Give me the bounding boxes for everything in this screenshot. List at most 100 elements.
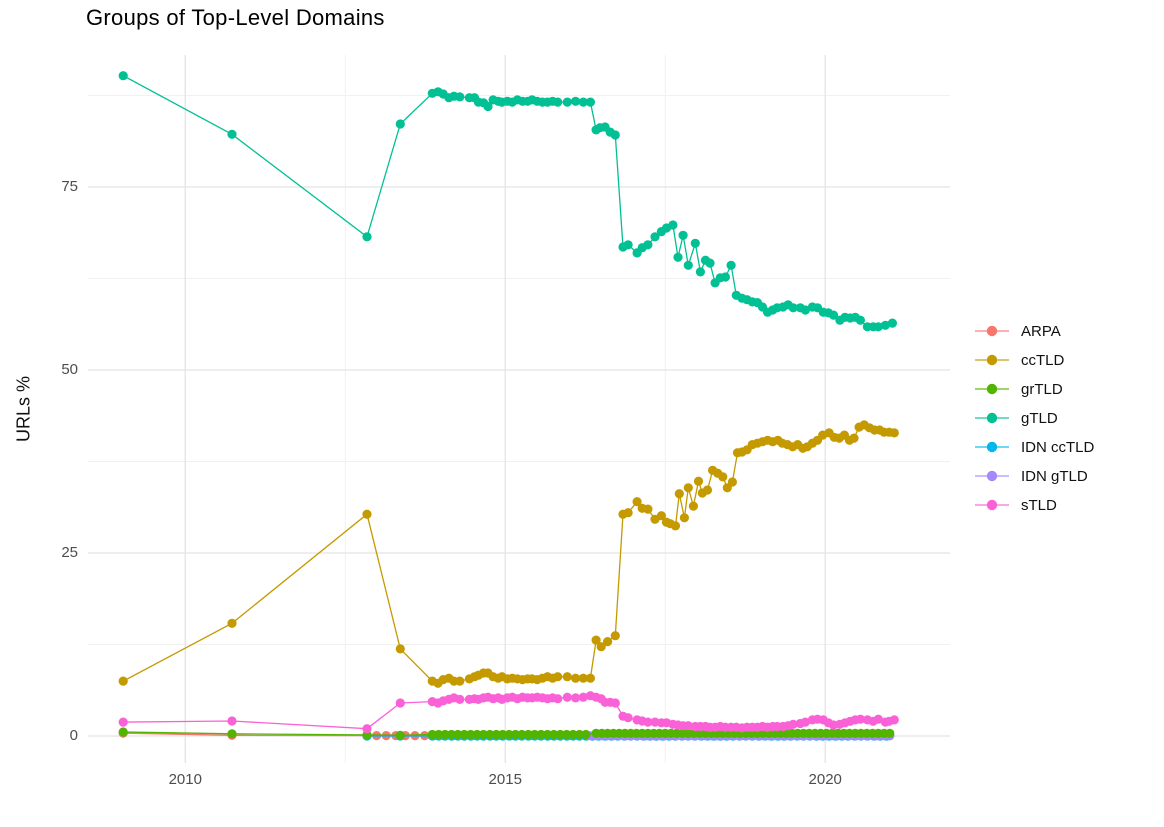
data-point-cctld [553,672,563,682]
legend-key-icon [975,470,1009,482]
data-point-gtld [643,240,653,250]
legend: ARPA ccTLD grTLD gTLD IDN ccTLD IDN gTLD sTLD [974,320,1094,516]
y-tick-label: 0 [69,726,78,744]
data-point-grtld [555,729,565,740]
legend-label: IDN gTLD [1021,467,1088,485]
data-point-stld [571,693,581,703]
data-point-gtld [562,97,572,107]
data-point-cctld [688,501,699,511]
y-tick-label: 75 [61,177,78,195]
data-point-cctld [362,509,372,519]
legend-key-icon [975,412,1009,424]
y-tick-label: 25 [61,543,78,561]
data-point-grtld [568,729,578,740]
data-point-cctld [674,489,684,499]
data-point-stld [800,717,811,727]
data-point-gtld [678,230,688,240]
data-point-grtld [427,729,437,740]
data-point-gtld [553,97,563,107]
data-point-cctld [702,485,713,495]
data-point-cctld [727,477,738,487]
data-point-stld [623,713,633,723]
data-point-cctld [889,428,899,438]
legend-item-idn-gtld: IDN gTLD [974,465,1094,487]
legend-key-icon [975,383,1009,395]
data-point-cctld [693,476,704,486]
data-point-grtld [478,729,489,740]
data-point-stld [610,698,620,708]
legend-item-grtld: grTLD [974,378,1094,400]
data-point-grtld [549,729,559,740]
legend-item-idn-cctld: IDN ccTLD [974,436,1094,458]
data-point-cctld [603,637,613,647]
data-point-gtld [880,320,891,330]
data-point-stld [683,721,693,731]
data-point-grtld [536,729,546,740]
legend-key-icon [975,354,1009,366]
data-point-gtld [455,92,465,102]
data-point-stld [788,719,798,729]
data-point-grtld [498,729,508,740]
data-point-cctld [571,673,581,683]
legend-label: gTLD [1021,409,1058,427]
data-point-grtld [472,729,482,740]
data-point-cctld [578,673,588,683]
data-point-cctld [585,673,596,683]
data-point-gtld [395,119,405,129]
series-line-gtld [122,75,893,328]
data-point-gtld [887,318,898,328]
data-point-grtld [395,730,405,740]
data-point-stld [855,714,866,724]
data-point-stld [362,724,372,734]
data-point-grtld [504,729,514,740]
data-point-stld [889,715,899,725]
data-point-cctld [623,508,633,518]
data-point-gtld [650,232,660,242]
data-point-gtld [578,97,588,107]
data-point-cctld [562,672,572,682]
data-point-grtld [517,729,527,740]
data-point-grtld [530,729,540,740]
legend-key-icon [975,325,1009,337]
data-point-cctld [656,511,667,521]
data-point-grtld [491,729,501,740]
data-point-gtld [720,272,731,282]
data-point-cctld [395,644,405,654]
data-point-grtld [466,729,476,740]
data-point-gtld [695,267,706,277]
data-point-cctld [455,676,465,686]
legend-item-gtld: gTLD [974,407,1094,429]
data-point-gtld [483,101,493,112]
data-point-stld [873,714,883,724]
data-point-cctld [849,433,859,443]
data-point-grtld [885,728,895,739]
data-point-gtld [690,238,700,248]
data-point-cctld [591,635,601,645]
data-point-stld [553,694,563,704]
data-point-stld [643,717,653,727]
data-point-grtld [118,727,128,737]
data-point-gtld [873,322,883,332]
chart-title: Groups of Top-Level Domains [86,5,385,30]
y-axis-title: URLs % [13,375,34,443]
legend-item-arpa: ARPA [974,320,1094,342]
data-point-grtld [485,729,495,740]
data-point-gtld [668,220,678,230]
data-point-grtld [446,729,457,740]
data-point-cctld [632,497,642,507]
data-point-gtld [585,97,596,107]
data-point-stld [118,717,128,727]
data-point-cctld [683,483,693,493]
data-point-gtld [362,232,372,242]
data-point-grtld [434,729,444,740]
data-point-stld [578,692,588,702]
data-point-cctld [679,513,690,523]
data-point-gtld [571,96,581,106]
data-point-cctld [643,504,653,514]
data-point-grtld [227,729,237,739]
y-tick-label: 50 [61,360,78,378]
x-tick-label: 2015 [488,771,522,788]
data-point-grtld [581,729,591,740]
data-point-gtld [800,305,811,315]
legend-label: ARPA [1021,322,1061,340]
